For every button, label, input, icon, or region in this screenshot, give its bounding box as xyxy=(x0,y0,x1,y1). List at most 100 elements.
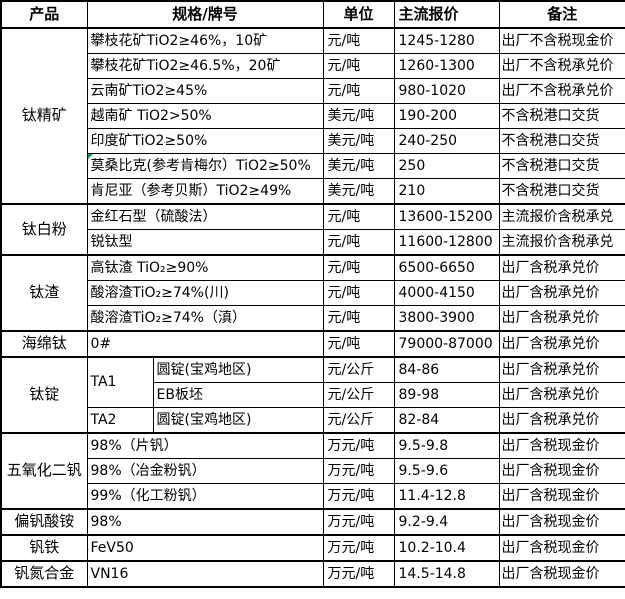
unit-cell: 万元/吨 xyxy=(322,432,395,459)
unit-cell: 元/吨 xyxy=(322,330,395,358)
price-cell: 11.4-12.8 xyxy=(393,483,500,510)
table-row: 五氧化二钒 98%（片钒） 万元/吨 9.5-9.8 出厂含税现金价 xyxy=(0,432,625,510)
note-cell: 出厂含税承兑价 xyxy=(498,280,625,306)
table-row: 越南矿 TiO2>50% 美元/吨 190-200 不含税港口交货 xyxy=(1,103,625,129)
spec-cell: 攀枝花矿TiO2≥46%，10矿 xyxy=(86,27,324,54)
note-cell: 不含税港口交货 xyxy=(498,153,625,179)
price-cell: 79000-87000 xyxy=(393,330,500,358)
table-row: 钛锭 TA1 圆锭(宝鸡地区) 元/公斤 84-86 出厂含税承兑价 xyxy=(0,356,625,434)
note-cell: 出厂含税现金价 xyxy=(498,534,625,562)
note-cell: 主流报价含税承兑 xyxy=(498,229,625,256)
spec-cell: 攀枝花矿TiO2≥46.5%，20矿 xyxy=(86,53,324,79)
spec-cell: 锐钛型 xyxy=(86,229,324,256)
spec-cell: 99%（化工粉钒） xyxy=(86,483,324,510)
table-row: 莫桑比克(参考肯梅尔）TiO2≥50% 美元/吨 250 不含税港口交货 xyxy=(1,153,625,179)
note-cell: 出厂含税承兑价 xyxy=(498,305,625,332)
price-cell: 10.2-10.4 xyxy=(393,534,500,562)
spec-cell: 0# xyxy=(86,330,324,358)
note-cell: 出厂含税承兑价 xyxy=(498,407,625,434)
note-cell: 不含税港口交货 xyxy=(498,103,625,129)
table-row: 钛精矿 攀枝花矿TiO2≥46%，10矿 元/吨 1245-1280 出厂不含税现金价 xyxy=(0,27,625,205)
table-header-row: 产品 规格/牌号 单位 主流报价 备注 xyxy=(0,0,625,29)
table-row: 云南矿TiO2≥45% 元/吨 980-1020 出厂不含税承兑价 xyxy=(1,78,625,104)
unit-cell: 元/吨 xyxy=(322,305,395,332)
unit-cell: 元/公斤 xyxy=(322,356,395,383)
unit-cell: 元/吨 xyxy=(322,27,395,54)
unit-cell: 美元/吨 xyxy=(322,103,395,129)
table-row: 印度矿TiO2≥50% 美元/吨 240-250 不含税港口交货 xyxy=(1,128,625,154)
price-cell: 3800-3900 xyxy=(393,305,500,332)
note-cell: 出厂含税现金价 xyxy=(498,560,625,588)
note-cell: 出厂含税承兑价 xyxy=(498,330,625,358)
price-cell: 1245-1280 xyxy=(393,27,500,54)
product-cell: 钛渣 xyxy=(0,254,88,332)
unit-cell: 美元/吨 xyxy=(322,178,395,205)
table-row: 钒氮合金 VN16 万元/吨 14.5-14.8 出厂含税现金价 xyxy=(0,560,625,588)
price-cell: 240-250 xyxy=(393,128,500,154)
note-cell: 出厂含税承兑价 xyxy=(498,356,625,383)
spec-cell: 越南矿 TiO2>50% xyxy=(86,103,324,129)
spec-sub-cell: 圆锭(宝鸡地区) xyxy=(152,407,324,434)
note-cell: 出厂含税现金价 xyxy=(498,483,625,510)
table-row: 海绵钛 0# 元/吨 79000-87000 出厂含税承兑价 xyxy=(0,330,625,358)
price-cell: 210 xyxy=(393,178,500,205)
price-cell: 9.2-9.4 xyxy=(393,508,500,536)
unit-cell: 美元/吨 xyxy=(322,153,395,179)
product-cell: 五氧化二钒 xyxy=(0,432,88,510)
note-cell: 出厂含税现金价 xyxy=(498,458,625,484)
price-cell: 89-98 xyxy=(393,382,500,408)
note-cell: 出厂不含税现金价 xyxy=(498,27,625,54)
unit-cell: 元/吨 xyxy=(322,78,395,104)
unit-cell: 万元/吨 xyxy=(322,508,395,536)
price-cell: 250 xyxy=(393,153,500,179)
col-header-spec: 规格/牌号 xyxy=(86,0,324,29)
price-cell: 13600-15200 xyxy=(393,203,500,230)
spec-cell: 莫桑比克(参考肯梅尔）TiO2≥50% xyxy=(86,153,324,179)
col-header-product: 产品 xyxy=(0,0,88,29)
spec-cell: 酸溶渣TiO₂≥74%（滇） xyxy=(86,305,324,332)
note-cell: 出厂含税承兑价 xyxy=(498,254,625,281)
unit-cell: 元/吨 xyxy=(322,53,395,79)
spec-cell: 98%（片钒） xyxy=(86,432,324,459)
note-cell: 不含税港口交货 xyxy=(498,178,625,205)
unit-cell: 万元/吨 xyxy=(322,483,395,510)
unit-cell: 元/公斤 xyxy=(322,382,395,408)
price-table-body: 钛精矿 攀枝花矿TiO2≥46%，10矿 元/吨 1245-1280 出厂不含税现金价攀… xyxy=(0,27,625,588)
unit-cell: 万元/吨 xyxy=(322,560,395,588)
spec-cell: 印度矿TiO2≥50% xyxy=(86,128,324,154)
note-cell: 不含税港口交货 xyxy=(498,128,625,154)
table-row: EB板坯 元/公斤 89-98 出厂含税承兑价 xyxy=(1,382,625,408)
spec-cell: 酸溶渣TiO₂≥74%(川) xyxy=(86,280,324,306)
price-cell: 14.5-14.8 xyxy=(393,560,500,588)
price-cell: 84-86 xyxy=(393,356,500,383)
grade-cell: TA2 xyxy=(86,407,154,434)
table-row: 酸溶渣TiO₂≥74%(川) 元/吨 4000-4150 出厂含税承兑价 xyxy=(1,280,625,306)
note-cell: 出厂含税现金价 xyxy=(498,432,625,459)
table-row: 锐钛型 元/吨 11600-12800 主流报价含税承兑 xyxy=(1,229,625,256)
price-cell: 9.5-9.8 xyxy=(393,432,500,459)
spec-cell: 高钛渣 TiO₂≥90% xyxy=(86,254,324,281)
price-cell: 82-84 xyxy=(393,407,500,434)
spec-sub-cell: 圆锭(宝鸡地区) xyxy=(152,356,324,383)
price-cell: 9.5-9.6 xyxy=(393,458,500,484)
product-cell: 偏钒酸铵 xyxy=(0,508,88,536)
table-row: 偏钒酸铵 98% 万元/吨 9.2-9.4 出厂含税现金价 xyxy=(0,508,625,536)
unit-cell: 美元/吨 xyxy=(322,128,395,154)
price-cell: 6500-6650 xyxy=(393,254,500,281)
product-cell: 钛白粉 xyxy=(0,203,88,256)
table-row: 肯尼亚（参考贝斯）TiO2≥49% 美元/吨 210 不含税港口交货 xyxy=(1,178,625,205)
grade-cell: TA1 xyxy=(86,356,154,408)
price-cell: 190-200 xyxy=(393,103,500,129)
spec-cell: 98% xyxy=(86,508,324,536)
spec-cell: VN16 xyxy=(86,560,324,588)
col-header-unit: 单位 xyxy=(322,0,395,29)
unit-cell: 元/吨 xyxy=(322,254,395,281)
unit-cell: 元/吨 xyxy=(322,229,395,256)
note-cell: 出厂不含税承兑价 xyxy=(498,78,625,104)
spec-cell: FeV50 xyxy=(86,534,324,562)
spec-cell: 98%（冶金粉钒） xyxy=(86,458,324,484)
note-cell: 出厂不含税承兑价 xyxy=(498,53,625,79)
note-cell: 主流报价含税承兑 xyxy=(498,203,625,230)
